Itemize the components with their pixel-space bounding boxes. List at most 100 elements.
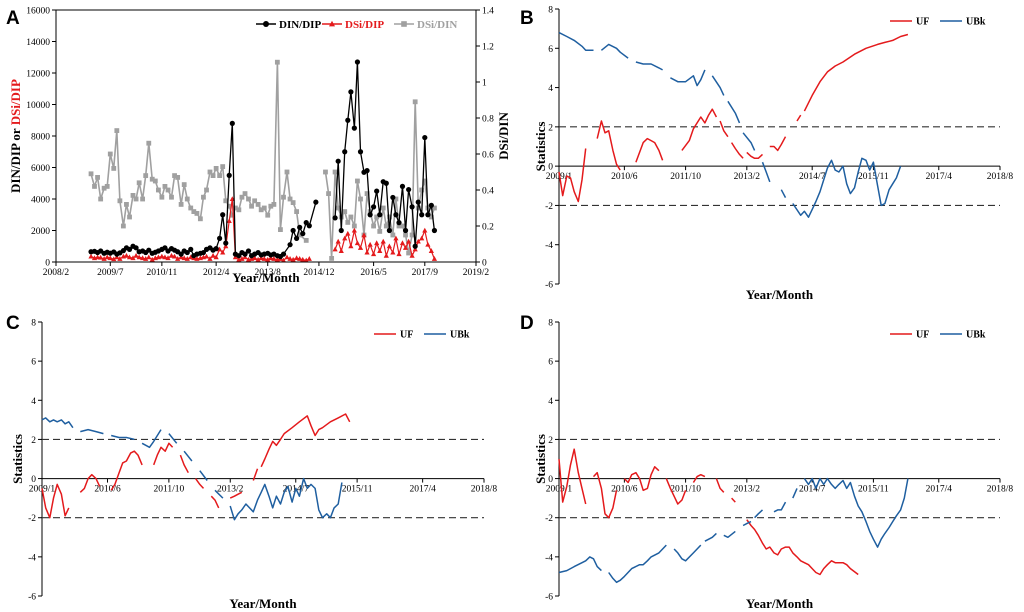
y-tick-label: -4 <box>545 553 553 563</box>
x-tick-label: 2010/11 <box>146 268 177 278</box>
series-segment <box>796 114 802 122</box>
data-point <box>342 149 348 155</box>
data-point <box>306 223 312 229</box>
data-point <box>188 254 194 260</box>
data-point <box>406 238 412 244</box>
legend: UF UBk <box>374 330 470 341</box>
series-uf <box>558 448 859 576</box>
x-tick-label: 2013/2 <box>734 485 761 495</box>
data-point <box>152 178 158 184</box>
x-tick-label: 2009/7 <box>97 268 124 278</box>
data-point <box>194 211 200 216</box>
data-point <box>232 254 238 260</box>
data-point <box>370 251 377 257</box>
series-segment <box>635 61 663 71</box>
data-point <box>425 241 431 247</box>
data-point <box>355 178 360 184</box>
y-tick-label: -6 <box>28 593 36 603</box>
y-tick-label: 10000 <box>26 101 50 111</box>
data-point <box>184 256 190 261</box>
data-point <box>201 194 206 200</box>
data-point <box>287 196 293 202</box>
data-point <box>374 240 380 246</box>
y-tick-label: 8 <box>31 319 36 329</box>
data-point <box>159 194 165 200</box>
x-tick-label: 2013/2 <box>217 485 244 495</box>
y-tick-label: 4 <box>548 397 553 407</box>
y-tick-label: 16000 <box>26 7 50 17</box>
x-tick-label: 2009/1 <box>546 485 573 495</box>
data-point <box>156 187 161 193</box>
series-dsi-din <box>88 59 437 261</box>
series-segment <box>558 556 602 574</box>
data-point <box>223 240 229 246</box>
legend-label: DSi/DIP <box>345 19 384 31</box>
data-point <box>210 252 216 258</box>
data-point <box>393 196 399 202</box>
series-segment <box>111 434 135 441</box>
legend-label: UF <box>916 330 929 341</box>
data-point <box>377 229 383 234</box>
x-tick-label: 2014/12 <box>303 268 334 278</box>
data-point <box>217 173 223 178</box>
data-point <box>287 242 293 248</box>
data-point <box>406 186 412 193</box>
legend-label: DIN/DIP <box>279 19 321 31</box>
x-tick-label: 2015/11 <box>858 485 889 495</box>
series-segment <box>596 120 621 171</box>
data-point <box>149 256 155 262</box>
data-point <box>111 166 117 171</box>
data-point <box>294 235 300 241</box>
data-point <box>300 256 306 262</box>
data-point <box>348 243 354 249</box>
series-ubk <box>558 477 909 584</box>
data-point <box>252 198 258 204</box>
data-point <box>300 231 306 237</box>
data-point <box>268 255 274 261</box>
y-axis-label-part: DIN/DIP or <box>8 125 23 193</box>
y-tick-label: 0 <box>548 163 553 173</box>
data-point <box>146 140 152 146</box>
y-axis-label: Statistics <box>533 434 548 484</box>
data-point <box>383 223 389 229</box>
legend-label: UF <box>916 17 929 28</box>
data-point <box>412 243 418 249</box>
data-point <box>136 254 142 260</box>
series-ubk <box>558 31 902 218</box>
series-segment <box>110 450 143 491</box>
y-tick-label: 8 <box>548 319 553 329</box>
data-point <box>203 253 210 259</box>
series-segment <box>41 483 70 519</box>
data-point <box>226 203 232 209</box>
y-axis-label: Statistics <box>10 434 25 484</box>
data-point <box>207 256 213 261</box>
y-tick-label: -4 <box>28 553 36 563</box>
data-point <box>383 180 389 186</box>
y-tick-label: -2 <box>545 202 553 212</box>
data-point <box>354 240 361 246</box>
data-point <box>290 227 296 234</box>
x-tick-label: 2011/10 <box>153 485 184 495</box>
y-tick-label: 4000 <box>31 196 50 206</box>
data-point <box>386 243 392 249</box>
data-point <box>239 256 245 261</box>
series-segment <box>681 108 718 151</box>
panel-d: D -6 -4 -2 0 2 4 6 8 2009/1 2010/6 2011/10 2013/2 201… <box>520 313 1013 611</box>
data-point <box>367 212 373 218</box>
data-point <box>165 255 171 261</box>
data-point <box>390 232 396 238</box>
data-point <box>143 173 149 178</box>
plot-frame <box>55 9 477 263</box>
y2-tick-label: 0.6 <box>482 151 494 161</box>
legend-marker <box>329 20 335 27</box>
data-point <box>229 212 235 218</box>
data-point <box>162 254 168 260</box>
legend-marker <box>263 21 269 27</box>
data-point <box>181 182 187 187</box>
data-point <box>223 198 229 204</box>
data-point <box>377 248 383 253</box>
data-point <box>255 202 261 207</box>
legend-label: UBk <box>966 330 986 341</box>
series-segment <box>665 478 687 505</box>
